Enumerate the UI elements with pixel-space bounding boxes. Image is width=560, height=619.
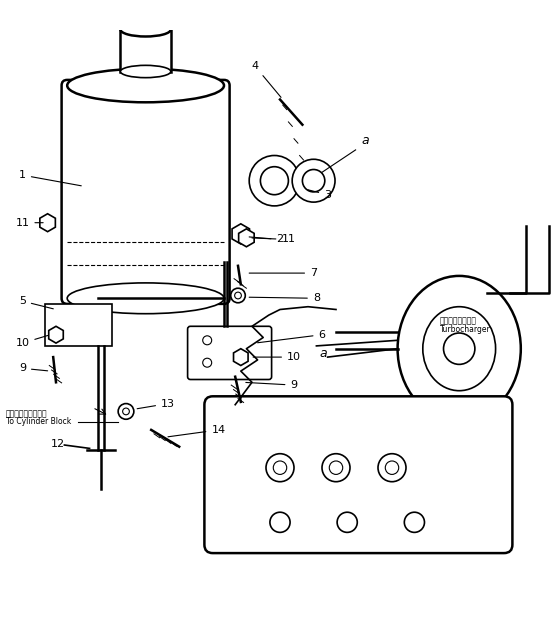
Circle shape — [235, 292, 241, 299]
Circle shape — [329, 461, 343, 474]
Text: 9: 9 — [246, 380, 297, 390]
Circle shape — [337, 512, 357, 532]
Text: 7: 7 — [249, 268, 317, 278]
Circle shape — [203, 336, 212, 345]
FancyBboxPatch shape — [188, 326, 272, 379]
Ellipse shape — [67, 69, 224, 102]
Text: ターボチャージャ: ターボチャージャ — [440, 316, 477, 326]
Circle shape — [273, 461, 287, 474]
Ellipse shape — [423, 306, 496, 391]
Text: a: a — [361, 134, 369, 147]
Text: 12: 12 — [50, 439, 64, 449]
Circle shape — [260, 167, 288, 195]
Circle shape — [231, 288, 245, 303]
Circle shape — [302, 170, 325, 192]
Text: To Cylinder Block: To Cylinder Block — [6, 417, 71, 426]
Text: 10: 10 — [253, 352, 301, 362]
Circle shape — [385, 461, 399, 474]
Text: 8: 8 — [249, 293, 320, 303]
Text: Turbocharger: Turbocharger — [440, 325, 491, 334]
Text: 13: 13 — [137, 399, 175, 409]
Ellipse shape — [120, 66, 171, 77]
Ellipse shape — [120, 22, 171, 37]
Circle shape — [123, 408, 129, 415]
Text: 3: 3 — [308, 189, 331, 200]
Bar — [45, 304, 112, 346]
FancyBboxPatch shape — [204, 396, 512, 553]
Text: 2: 2 — [249, 235, 283, 245]
Text: 14: 14 — [168, 425, 226, 437]
Text: 4: 4 — [251, 61, 281, 97]
Circle shape — [249, 155, 300, 206]
Circle shape — [444, 333, 475, 365]
Circle shape — [266, 454, 294, 482]
Text: 5: 5 — [19, 296, 53, 309]
Text: a: a — [319, 347, 327, 360]
Circle shape — [322, 454, 350, 482]
Text: 6: 6 — [258, 330, 325, 343]
Circle shape — [404, 512, 424, 532]
Circle shape — [203, 358, 212, 367]
Text: シリンダブロックへ: シリンダブロックへ — [6, 409, 47, 418]
Text: 9: 9 — [19, 363, 48, 373]
Circle shape — [270, 512, 290, 532]
Text: 1: 1 — [19, 170, 81, 186]
Bar — [120, 30, 171, 72]
Ellipse shape — [398, 276, 521, 422]
Ellipse shape — [67, 283, 224, 314]
Circle shape — [118, 404, 134, 419]
Text: 11: 11 — [16, 218, 43, 228]
Text: 11: 11 — [252, 235, 296, 245]
Text: 10: 10 — [16, 335, 48, 348]
FancyBboxPatch shape — [62, 80, 230, 304]
Circle shape — [378, 454, 406, 482]
Circle shape — [292, 159, 335, 202]
